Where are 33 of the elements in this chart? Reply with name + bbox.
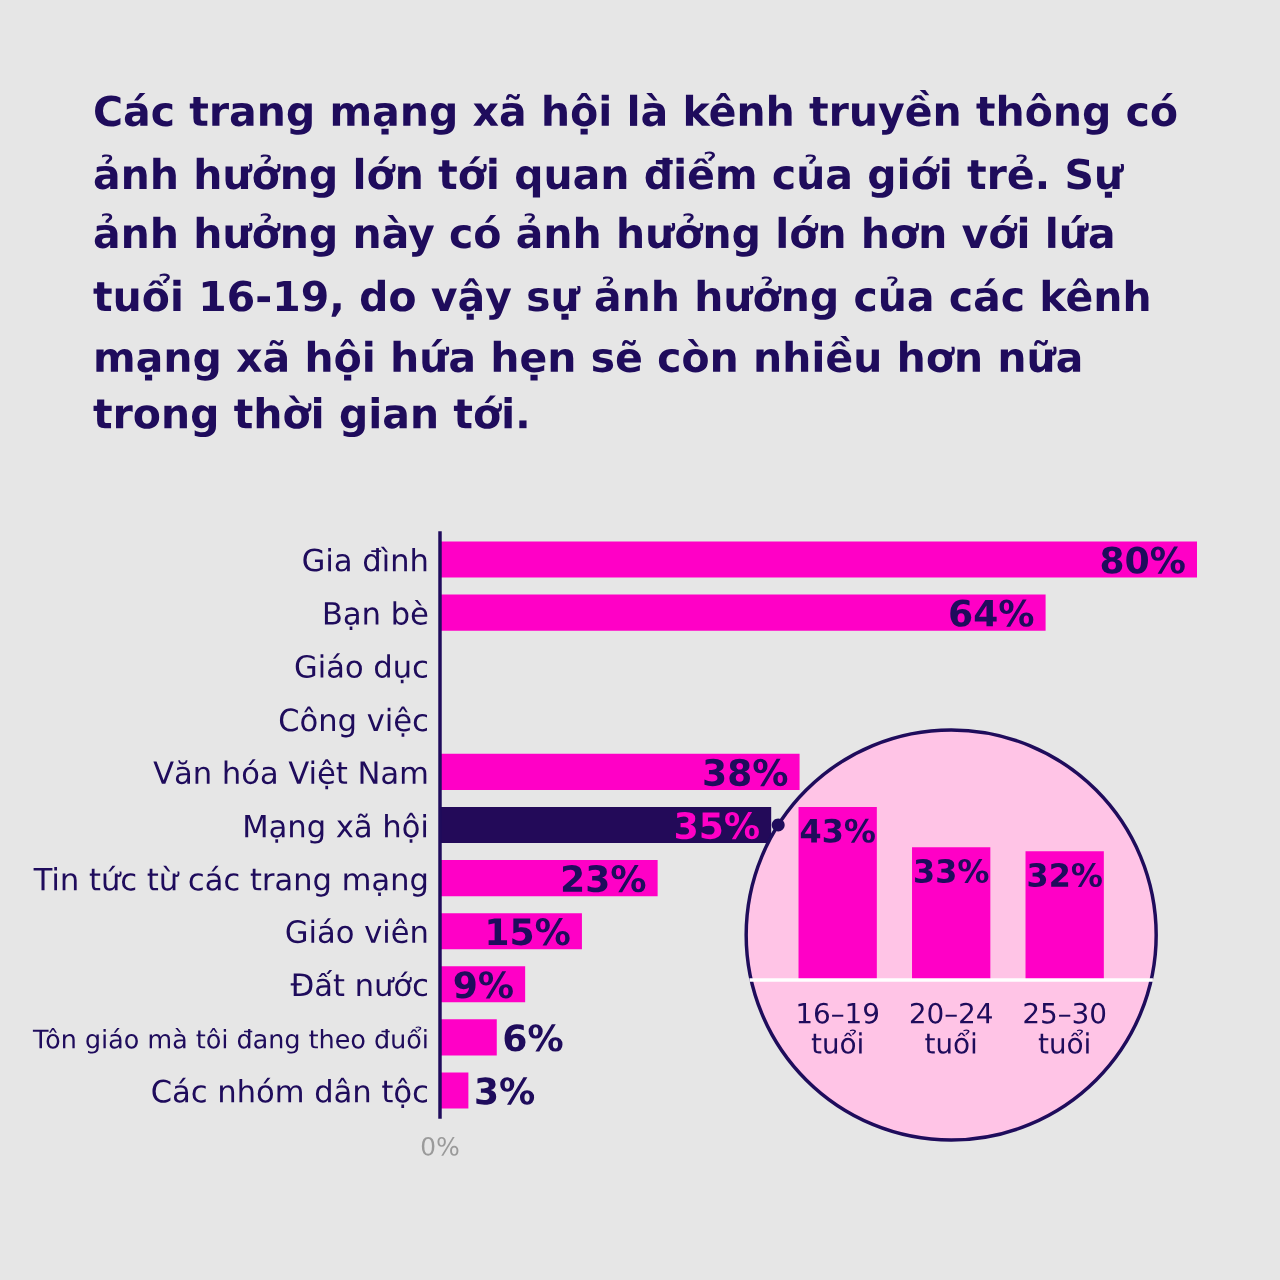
data-label: 3% [476, 1077, 535, 1105]
x-tick-label: 25–30 tuổi [1024, 1002, 1106, 1054]
text: 0% [421, 1136, 459, 1156]
bar [440, 1019, 497, 1056]
y-tick-label: Công việc [279, 706, 427, 738]
bar [440, 753, 800, 790]
y-tick-label: Mạng xã hội [245, 812, 427, 844]
y-tick-label: Gia đình [303, 546, 427, 572]
data-label: 35% [676, 811, 759, 840]
y-tick-label: Văn hóa Việt Nam [153, 759, 427, 790]
y-tick-label: Giáo viên [286, 918, 427, 944]
bar [440, 594, 1046, 631]
data-label: 9% [454, 971, 513, 999]
data-label: 80% [1101, 546, 1185, 574]
y-tick-label: Giáo dục [295, 653, 427, 684]
x-tick-label: 16–19 tuổi [798, 1002, 879, 1054]
y-tick-label: Bạn bè [324, 600, 428, 631]
data-label: 23% [562, 865, 646, 893]
data-label: 43% [800, 818, 875, 843]
y-tick-label: Tin tức từ các trang mạng [33, 865, 427, 897]
y-tick-label: Đất nước [290, 970, 427, 997]
data-label: 38% [704, 758, 788, 787]
y-tick-label: Các nhóm dân tộc [152, 1077, 427, 1108]
data-label: 33% [915, 858, 989, 884]
data-label: 32% [1028, 862, 1102, 888]
data-label: 64% [950, 599, 1034, 627]
chart-title: Các trang mạng xã hội là kênh truyền thông có ảnh hưởng lớn tới quan điểm của giới trẻ. Sự ảnh hưởng này có ảnh hưởng lớn hơn với lứa tuổi 16-19, do vậy sự ảnh hưởng của các kênh mạng xã hội hứa hẹn sẽ còn nhiều hơn nữa trong thời gian tới. [93, 90, 1177, 438]
bar [440, 1072, 469, 1109]
x-tick-label: 20–24 tuổi [910, 1002, 992, 1054]
bar [440, 541, 1197, 578]
data-label: 15% [488, 918, 570, 946]
y-tick-label: Tôn giáo mà tôi đang theo đuổi [32, 1026, 427, 1054]
data-label: 6% [504, 1024, 563, 1052]
